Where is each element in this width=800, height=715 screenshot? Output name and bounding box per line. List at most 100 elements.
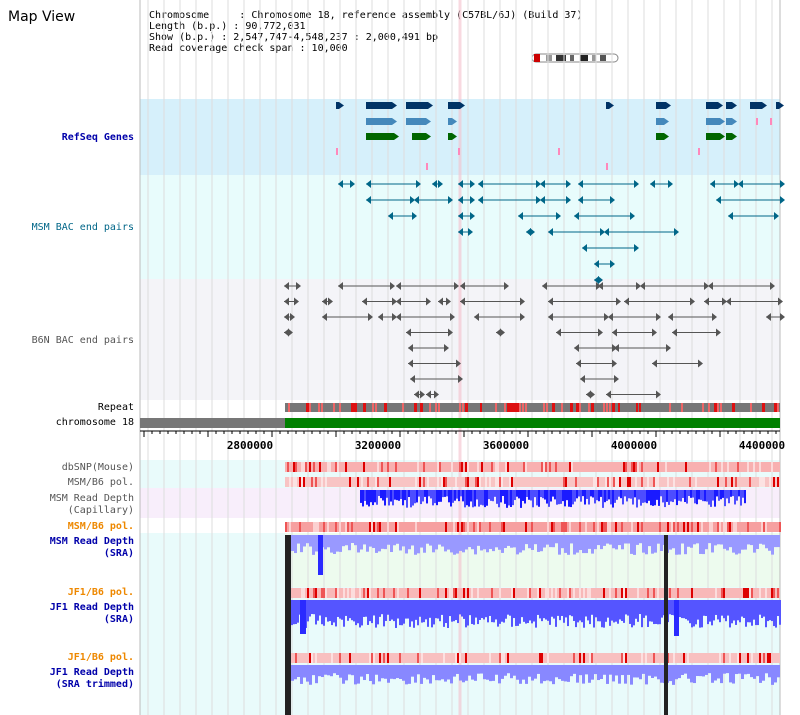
pol-cell: [387, 522, 389, 532]
bac-pair-end: [526, 228, 531, 236]
depth-bar: [672, 535, 675, 549]
jf1-trim-label[interactable]: JF1 Read Depth: [49, 667, 134, 678]
depth-bar: [403, 600, 405, 624]
depth-bar: [709, 600, 711, 622]
jf1-b6-pol-label[interactable]: JF1/B6 pol.: [67, 587, 134, 598]
depth-bar: [445, 600, 447, 624]
jf1-sra-label[interactable]: JF1 Read Depth: [49, 602, 134, 613]
depth-bar: [342, 535, 345, 547]
depth-bar: [329, 600, 331, 622]
depth-bar: [426, 665, 429, 680]
depth-bar: [337, 600, 339, 617]
pol-cell: [419, 588, 421, 598]
bac-pair-end: [408, 344, 413, 352]
depth-bar: [654, 665, 657, 677]
depth-bar: [360, 535, 363, 550]
pol-cell: [547, 522, 549, 532]
msm-read-capillary-label-2[interactable]: (Capillary): [68, 505, 134, 516]
depth-bar: [293, 600, 295, 625]
depth-bar: [543, 535, 546, 548]
bac-pair-end: [656, 313, 661, 321]
depth-bar: [573, 600, 575, 621]
pol-cell: [465, 653, 467, 663]
bac-pair-end: [406, 328, 411, 337]
depth-bar: [577, 600, 579, 623]
depth-bar: [465, 665, 468, 681]
repeat-element: [606, 403, 608, 412]
bac-pair-end: [630, 212, 635, 220]
capillary-depth-bar: [458, 490, 460, 502]
depth-bar: [777, 665, 780, 678]
jf1-b6-pol-label-2[interactable]: JF1/B6 pol.: [67, 652, 134, 663]
bac-pair-end: [426, 390, 431, 399]
depth-bar: [558, 665, 561, 680]
depth-bar: [660, 665, 663, 683]
pol-cell: [309, 462, 311, 472]
bac-pair-end: [780, 313, 785, 321]
capillary-depth-bar: [714, 490, 716, 507]
capillary-depth-bar: [720, 490, 722, 500]
pol-cell: [543, 462, 545, 472]
refseq-label[interactable]: RefSeq Genes: [61, 132, 134, 143]
pol-cell: [383, 653, 385, 663]
chromosome-label[interactable]: chromosome 18: [55, 417, 134, 428]
depth-bar: [489, 600, 491, 616]
msm-b6-pol-label[interactable]: MSM/B6 pol.: [67, 477, 134, 488]
repeat-element: [636, 403, 638, 412]
chromosome-info: Chromosome : Chromosome 18, reference as…: [149, 10, 582, 54]
depth-bar: [717, 535, 720, 545]
depth-bar: [420, 665, 423, 684]
gene-arrow: [720, 133, 725, 140]
msm-bac-label[interactable]: MSM BAC end pairs: [31, 222, 134, 233]
msm-b6-pol-label-2[interactable]: MSM/B6 pol.: [67, 521, 134, 532]
depth-bar: [317, 600, 319, 621]
depth-bar: [707, 600, 709, 625]
pol-cell: [477, 462, 479, 472]
depth-bar: [618, 535, 621, 546]
msm-read-capillary-label[interactable]: MSM Read Depth: [50, 493, 134, 504]
dbsnp-label[interactable]: dbSNP(Mouse): [61, 462, 134, 473]
depth-bar: [366, 665, 369, 675]
pol-cell: [467, 462, 469, 472]
bac-pair-end: [474, 313, 479, 321]
pol-cell: [537, 588, 539, 598]
depth-bar: [573, 535, 576, 555]
depth-bar: [753, 665, 756, 679]
depth-bar: [349, 600, 351, 619]
depth-bar: [367, 600, 369, 625]
b6n-bac-label[interactable]: B6N BAC end pairs: [31, 335, 134, 346]
depth-bar: [635, 600, 637, 619]
capillary-depth-bar: [368, 490, 370, 507]
pol-cell: [719, 522, 721, 532]
repeat-element: [669, 403, 671, 412]
jf1-trim-label-2[interactable]: (SRA trimmed): [55, 679, 134, 690]
jf1-sra-label-2[interactable]: (SRA): [103, 614, 134, 625]
depth-bar: [749, 600, 751, 623]
msm-sra-label[interactable]: MSM Read Depth: [49, 536, 134, 547]
repeat-label[interactable]: Repeat: [97, 402, 134, 413]
depth-bar: [407, 600, 409, 619]
capillary-depth-bar: [502, 490, 504, 497]
depth-bar: [701, 600, 703, 628]
capillary-depth-bar: [546, 490, 548, 504]
depth-bar: [447, 600, 449, 628]
pol-cell: [451, 588, 453, 598]
pol-cell: [739, 653, 741, 663]
depth-bar: [438, 665, 441, 681]
capillary-depth-bar: [508, 490, 510, 506]
msm-sra-label-2[interactable]: (SRA): [103, 548, 134, 559]
depth-bar: [768, 665, 771, 678]
depth-bar: [774, 535, 777, 548]
depth-bar: [705, 600, 707, 617]
depth-bar: [462, 665, 465, 683]
gene-block: [366, 133, 394, 140]
pol-cell: [633, 462, 635, 472]
depth-bar: [475, 600, 477, 618]
pol-cell: [293, 477, 295, 487]
depth-bar: [291, 600, 293, 626]
depth-bar: [354, 665, 357, 685]
pol-cell: [439, 462, 441, 472]
pol-cell: [313, 522, 315, 532]
capillary-depth-bar: [504, 490, 506, 504]
